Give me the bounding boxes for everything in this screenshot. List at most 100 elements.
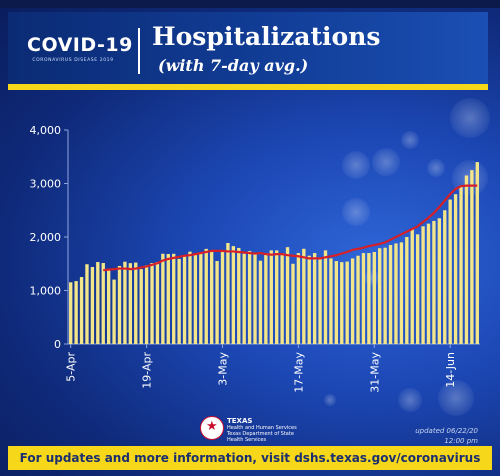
agency-hhs: Health and Human Services xyxy=(227,425,297,431)
updated-date: updated 06/22/20 xyxy=(415,427,478,435)
bar xyxy=(74,281,78,344)
bar xyxy=(302,248,306,344)
bar xyxy=(415,234,420,344)
header-banner xyxy=(8,12,488,84)
x-tick-label: 14-Jun xyxy=(444,352,457,388)
bar xyxy=(399,242,404,344)
covid-logo-subtitle: CORONAVIRUS DISEASE 2019 xyxy=(32,58,114,63)
bar xyxy=(269,250,273,344)
covid-logo: COVID-19 xyxy=(27,34,133,56)
x-tick-label: 3-May xyxy=(217,352,230,386)
bar xyxy=(237,247,241,344)
avg-line-series xyxy=(103,184,478,272)
agency-dshs: Texas Department of State Health Service… xyxy=(227,431,294,443)
bar xyxy=(258,260,263,344)
bar xyxy=(101,263,105,344)
bar xyxy=(285,247,290,344)
bar xyxy=(372,251,376,344)
bar xyxy=(161,253,165,344)
bar xyxy=(231,246,236,344)
bar xyxy=(155,261,160,344)
y-axis-ticks: 0 1,000 2,000 3,000 4,000 xyxy=(30,124,68,351)
footer-banner: For updates and more information, visit … xyxy=(8,446,492,470)
bar xyxy=(209,251,214,344)
bar xyxy=(144,265,149,344)
footer-link-text[interactable]: For updates and more information, visit … xyxy=(19,451,481,465)
bar xyxy=(215,261,219,344)
bar xyxy=(459,186,463,344)
bar xyxy=(247,251,252,344)
y-tick-label: 3,000 xyxy=(30,178,62,191)
top-strip xyxy=(0,0,500,8)
bar xyxy=(426,223,431,344)
bar xyxy=(410,228,414,344)
y-tick-label: 2,000 xyxy=(30,231,62,244)
bar xyxy=(182,255,187,344)
bar xyxy=(334,261,339,344)
agency-text: TEXAS Health and Human Services Texas De… xyxy=(227,417,310,444)
bar xyxy=(106,268,111,344)
bar xyxy=(280,253,284,344)
bar xyxy=(340,262,344,344)
bar xyxy=(85,264,89,344)
bar xyxy=(188,251,192,344)
bar xyxy=(405,237,409,344)
bar xyxy=(345,261,349,344)
bar xyxy=(275,250,279,344)
bar xyxy=(470,170,474,344)
bar xyxy=(307,255,311,344)
bar xyxy=(96,262,100,344)
bar xyxy=(177,258,181,344)
bar xyxy=(242,253,246,344)
bar xyxy=(329,258,333,344)
bar xyxy=(318,257,322,344)
bar xyxy=(204,248,208,344)
bar xyxy=(475,162,479,344)
bar xyxy=(378,248,382,344)
bar xyxy=(421,226,425,344)
y-tick-label: 1,000 xyxy=(30,285,62,298)
bar xyxy=(112,279,116,344)
x-tick-label: 19-Apr xyxy=(141,352,154,389)
agency-logo: ★ TEXAS Health and Human Services Texas … xyxy=(200,414,310,444)
bar xyxy=(453,194,458,344)
texas-seal-icon: ★ xyxy=(200,416,224,440)
y-tick-label: 4,000 xyxy=(30,124,62,137)
avg-line xyxy=(103,184,478,272)
bar xyxy=(166,254,170,344)
bar xyxy=(134,262,138,344)
bar xyxy=(432,220,436,344)
bar-series xyxy=(69,162,479,344)
bar xyxy=(312,253,317,344)
bar xyxy=(356,255,360,344)
updated-timestamp: updated 06/22/20 12:00 pm xyxy=(388,426,478,446)
bar xyxy=(350,258,355,344)
bar xyxy=(123,261,127,344)
bar xyxy=(291,263,295,344)
page-subtitle: (with 7-day avg.) xyxy=(158,56,309,75)
y-tick-label: 0 xyxy=(54,338,61,351)
agency-state: TEXAS xyxy=(227,417,253,425)
bar xyxy=(296,253,301,344)
header-accent-bar xyxy=(8,84,488,90)
bar xyxy=(226,242,230,344)
updated-time: 12:00 pm xyxy=(444,437,478,445)
bar xyxy=(323,250,328,344)
bar xyxy=(172,253,176,344)
bar xyxy=(388,245,393,344)
bar xyxy=(253,254,257,344)
bar xyxy=(69,282,73,344)
bar xyxy=(437,218,442,344)
bar xyxy=(394,243,398,344)
bar xyxy=(448,199,452,344)
bar xyxy=(443,210,447,344)
x-axis-ticks: 5-Apr 19-Apr 3-May 17-May 31-May 14-Jun xyxy=(65,344,457,393)
bar xyxy=(79,277,84,344)
x-tick-label: 31-May xyxy=(368,352,381,393)
header-divider xyxy=(138,28,140,74)
bar xyxy=(199,252,203,344)
bar xyxy=(117,265,122,344)
x-tick-label: 17-May xyxy=(292,352,305,393)
